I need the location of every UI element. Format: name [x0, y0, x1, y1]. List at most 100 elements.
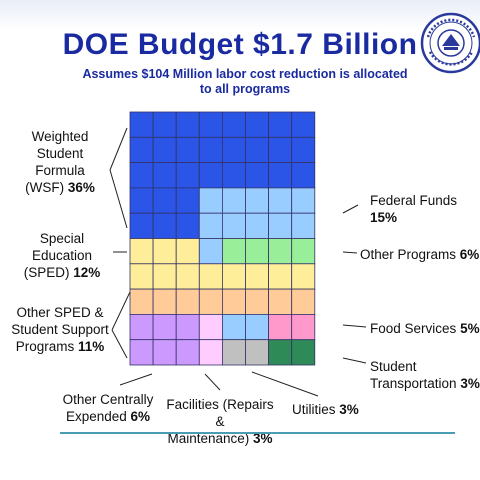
waffle-cell — [221, 212, 246, 239]
waffle-cell — [221, 339, 246, 366]
waffle-cell — [198, 212, 223, 239]
label-federal-line-1: Federal Funds — [370, 193, 458, 208]
waffle-cell — [291, 111, 316, 138]
label-sped: Special Education (SPED) 12% — [12, 230, 112, 281]
label-sped-value: 12% — [73, 265, 101, 280]
waffle-cell — [268, 238, 293, 265]
label-facilities-value: 3% — [253, 431, 273, 446]
waffle-cell — [152, 136, 177, 164]
waffle-cell — [291, 187, 316, 214]
leader-line — [342, 251, 358, 254]
leader-lines — [109, 127, 367, 397]
waffle-cell — [175, 187, 200, 214]
waffle-cell — [175, 111, 200, 138]
waffle-cell — [245, 263, 270, 290]
label-facilities-line-1: Facilities (Repairs & — [166, 397, 274, 429]
waffle-cell — [245, 339, 270, 366]
leader-line — [111, 291, 131, 331]
waffle-cell — [268, 187, 293, 214]
waffle-cell — [268, 263, 293, 290]
leader-line — [251, 371, 319, 397]
waffle-cell — [129, 238, 154, 265]
waffle-cell — [175, 263, 200, 290]
waffle-cell — [198, 238, 223, 265]
waffle-cell — [245, 187, 270, 214]
waffle-cells — [129, 111, 316, 366]
waffle-cell — [152, 288, 177, 315]
waffle-cell — [152, 339, 177, 366]
label-wsf-line-2: Student — [36, 146, 84, 161]
waffle-cell — [175, 313, 200, 341]
waffle-cell — [198, 288, 223, 315]
label-sped-line-2: Education — [31, 248, 93, 263]
waffle-cell — [129, 187, 154, 214]
label-other-sped-line-3: Programs — [15, 339, 75, 354]
waffle-cell — [198, 339, 223, 366]
waffle-cell — [221, 238, 246, 265]
waffle-cell — [245, 136, 270, 164]
waffle-cell — [268, 339, 293, 366]
waffle-cell — [291, 136, 316, 164]
waffle-cell — [175, 238, 200, 265]
waffle-cell — [129, 288, 154, 315]
label-other-sped: Other SPED & Student Support Programs 11… — [4, 304, 116, 355]
waffle-cell — [291, 162, 316, 189]
label-wsf-value: 36% — [67, 180, 95, 195]
waffle-cell — [198, 136, 223, 164]
waffle-cell — [245, 288, 270, 315]
leader-line — [119, 373, 153, 386]
waffle-cell — [198, 263, 223, 290]
label-utilities: Utilities 3% — [292, 401, 359, 418]
label-transport-line-1: Student — [370, 359, 417, 374]
label-utilities-value: 3% — [339, 402, 359, 417]
label-food-value: 5% — [460, 321, 480, 336]
label-wsf-line-4: (WSF) — [25, 180, 65, 195]
label-wsf-line-3: Formula — [35, 163, 85, 178]
waffle-cell — [175, 288, 200, 315]
header-band — [0, 0, 480, 30]
waffle-cell — [291, 212, 316, 239]
waffle-cell — [129, 111, 154, 138]
waffle-cell — [152, 187, 177, 214]
label-transport: Student Transportation 3% — [370, 358, 480, 392]
label-centrally-value: 6% — [130, 409, 151, 424]
waffle-cell — [152, 263, 177, 290]
waffle-cell — [221, 313, 246, 341]
waffle-cell — [221, 187, 246, 214]
leader-line — [111, 329, 128, 359]
page-title: DOE Budget $1.7 Billion — [62, 28, 418, 61]
waffle-cell — [129, 136, 154, 164]
waffle-cell — [129, 263, 154, 290]
label-food: Food Services 5% — [370, 320, 480, 337]
label-sped-line-1: Special — [39, 231, 85, 246]
waffle-cell — [268, 111, 293, 138]
waffle-cell — [152, 212, 177, 239]
waffle-cell — [245, 111, 270, 138]
waffle-cell — [152, 162, 177, 189]
waffle-cell — [198, 313, 223, 341]
label-federal: Federal Funds 15% — [370, 192, 457, 226]
waffle-cell — [291, 313, 316, 341]
label-wsf: Weighted Student Formula (WSF) 36% — [10, 128, 110, 196]
waffle-cell — [198, 162, 223, 189]
waffle-cell — [245, 238, 270, 265]
waffle-cell — [291, 263, 316, 290]
label-other-sped-value: 11% — [78, 339, 105, 354]
waffle-cell — [245, 162, 270, 189]
label-wsf-line-1: Weighted — [31, 129, 89, 144]
label-sped-line-3: (SPED) — [23, 265, 70, 280]
leader-line — [342, 204, 359, 214]
waffle-cell — [221, 288, 246, 315]
waffle-cell — [129, 212, 154, 239]
label-other-sped-line-2: Student Support — [11, 322, 109, 337]
waffle-cell — [175, 212, 200, 239]
label-facilities-line-2: Maintenance) — [167, 431, 250, 446]
leader-line — [342, 324, 367, 328]
waffle-cell — [268, 162, 293, 189]
waffle-cell — [245, 212, 270, 239]
waffle-cell — [291, 238, 316, 265]
subtitle-line-1: Assumes $104 Million labor cost reductio… — [82, 67, 408, 81]
bottom-rule — [60, 432, 455, 434]
waffle-cell — [129, 162, 154, 189]
